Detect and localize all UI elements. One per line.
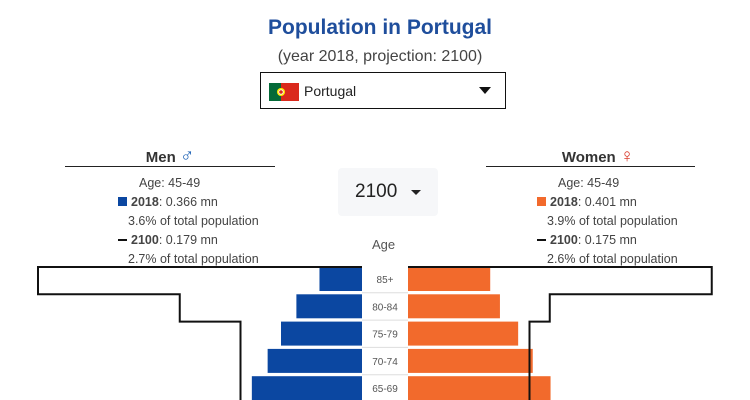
men-2018-value: 2018: 0.366 mn: [118, 195, 218, 209]
women-2018-share: 3.9% of total population: [547, 214, 678, 228]
caret-down-icon: [411, 190, 421, 195]
projection-year-value: 2100: [355, 181, 398, 202]
male-icon: ♂: [179, 146, 195, 167]
men-2018-year: 2018: [131, 195, 159, 209]
men-2100-year: 2100: [131, 233, 159, 247]
country-dropdown-value: Portugal: [304, 83, 357, 99]
women-2100-value: 2100: 0.175 mn: [537, 233, 637, 247]
bar-women-85+[interactable]: [408, 267, 491, 291]
age-tick-label: 75-79: [372, 330, 398, 341]
page-subtitle: (year 2018, projection: 2100): [277, 48, 483, 65]
men-header-divider: [65, 166, 275, 167]
bar-men-70-74[interactable]: [267, 348, 362, 373]
projection-2100-outline-women: [408, 266, 713, 400]
women-label: Women: [561, 149, 616, 166]
page-title: Population in Portugal: [268, 16, 492, 39]
men-label: Men: [145, 149, 176, 166]
bar-men-75-79[interactable]: [281, 321, 362, 346]
men-2100-amount: : 0.179 mn: [158, 233, 218, 247]
country-dropdown[interactable]: Portugal: [260, 72, 506, 109]
portugal-flag-icon: [269, 83, 299, 101]
women-2100-year: 2100: [550, 233, 578, 247]
women-2018-value: 2018: 0.401 mn: [537, 195, 637, 209]
men-2100-share: 2.7% of total population: [128, 252, 259, 266]
bar-women-80-84[interactable]: [408, 294, 500, 319]
women-header: Women ♀: [528, 146, 668, 168]
men-age: Age: 45-49: [139, 176, 201, 190]
bar-men-65-69[interactable]: [251, 376, 362, 400]
age-axis-label: Age: [372, 237, 396, 252]
men-2018-share: 3.6% of total population: [128, 214, 259, 228]
women-age: Age: 45-49: [558, 176, 620, 190]
women-2100-amount: : 0.175 mn: [577, 233, 637, 247]
age-tick-label: 85+: [377, 275, 394, 286]
bar-women-65-69[interactable]: [408, 376, 551, 400]
age-tick-label: 65-69: [372, 384, 398, 395]
women-2100-legend-icon: [537, 239, 546, 241]
men-2018-amount: : 0.366 mn: [158, 195, 218, 209]
women-header-divider: [486, 166, 695, 167]
age-tick-label: 80-84: [372, 302, 398, 313]
projection-year-dropdown[interactable]: 2100: [338, 168, 438, 216]
bar-women-75-79[interactable]: [408, 321, 519, 346]
women-2018-amount: : 0.401 mn: [577, 195, 637, 209]
chevron-down-icon: [479, 87, 491, 94]
projection-2100-outline-men: [37, 266, 362, 400]
age-tick-label: 70-74: [372, 357, 398, 368]
women-2100-share: 2.6% of total population: [547, 252, 678, 266]
bar-men-80-84[interactable]: [296, 294, 362, 319]
men-header: Men ♂: [105, 146, 235, 168]
female-icon: ♀: [619, 146, 635, 167]
men-2018-legend-icon: [118, 197, 127, 206]
women-2018-legend-icon: [537, 197, 546, 206]
women-2018-year: 2018: [550, 195, 578, 209]
men-2100-value: 2100: 0.179 mn: [118, 233, 218, 247]
bar-women-70-74[interactable]: [408, 348, 533, 373]
men-2100-legend-icon: [118, 239, 127, 241]
bar-men-85+[interactable]: [319, 267, 362, 291]
